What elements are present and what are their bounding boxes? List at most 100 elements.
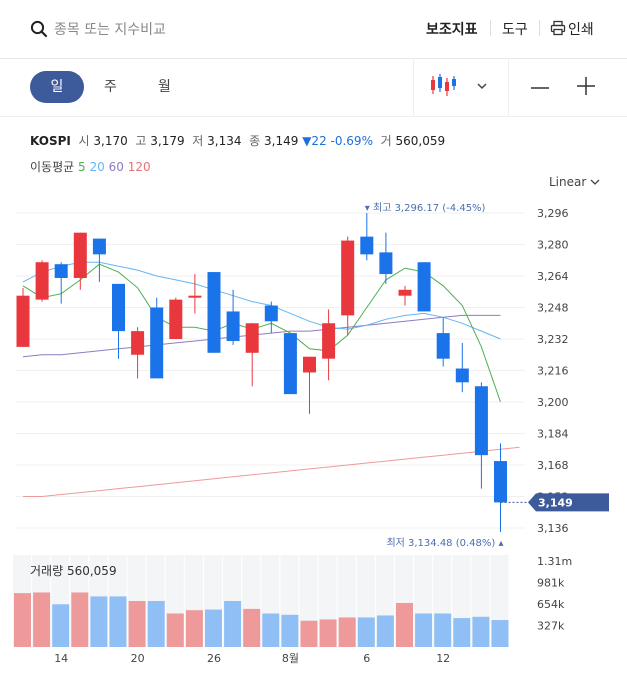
candle-body [341,240,355,316]
volume-bar [376,615,394,647]
close-label: 종 [249,134,261,148]
open-label: 시 [78,134,90,148]
volume-bar [415,613,433,647]
candle-body [207,272,221,353]
candle-body [283,333,297,395]
change-value: ▼22 -0.69% [302,134,373,148]
candle-body [264,305,278,322]
ma20-legend: 20 [89,160,105,174]
volume-bar [338,617,356,647]
ma-legend-label: 이동평균 [30,160,75,174]
period-toolbar [0,58,627,117]
index-name: KOSPI [30,134,71,148]
volume-bar [396,602,413,647]
volume-title: 거래량 560,059 [30,564,117,578]
moving-average-legend[interactable]: 이동평균 5 20 60 120 [30,158,151,175]
top-toolbar [0,0,627,59]
volume-bar [262,613,280,647]
zoom-in-icon[interactable] [576,76,596,100]
candle-body [494,461,507,503]
tab-day[interactable]: 일 [30,71,84,103]
high-annotation: ▾ 최고 3,296.17 (-4.45%) [365,202,486,214]
volume-bar [205,609,222,647]
volume-tick-label: 981k [537,577,565,590]
toolbar-divider [508,58,509,116]
axis-labels: 3,296 3,280 3,264 3,248 3,232 3,216 3,200 3,184… [54,202,609,665]
candle-body [150,307,164,379]
tab-month[interactable]: 월 [158,79,171,95]
volume-title-value: 560,059 [67,564,117,578]
volume-bar [33,592,51,647]
ma20-line [22,261,501,340]
candle-body [73,232,87,278]
candle-body [35,262,49,300]
print-button[interactable]: 인쇄 [568,22,594,38]
candle-body [360,236,374,255]
candle-body [322,323,336,359]
y-tick-label: 3,184 [537,428,569,441]
volume-bar [224,601,242,647]
indicator-button[interactable]: 보조지표 [426,22,478,38]
volume-bar [52,604,70,647]
candles [16,213,507,532]
volume-bar [434,613,452,647]
ma60-legend: 60 [108,160,124,174]
candlestick-type-icon[interactable] [430,74,456,100]
tab-week[interactable]: 주 [104,79,117,95]
y-tick-label: 3,136 [537,522,569,535]
y-tick-label: 3,200 [537,396,569,409]
printer-icon[interactable] [550,20,566,40]
y-tick-label: 3,248 [537,302,569,315]
search-input[interactable]: 종목 또는 지수비교 [54,22,166,38]
moving-average-lines [22,261,520,497]
low-value: 3,134 [207,134,242,148]
volume-bar [166,613,184,647]
y-tick-label: 3,232 [537,333,569,346]
price-grid [16,212,525,529]
volume-bar [453,618,471,647]
quote-summary: KOSPI 시 3,170 고 3,179 저 3,134 종 3,149 ▼2… [30,132,445,149]
candle-body [226,311,240,341]
scale-selector[interactable]: Linear [549,175,600,189]
volume-bars [13,555,509,647]
volume-bar [185,610,203,647]
volume-label: 거 [380,134,392,148]
candle-body [169,299,183,339]
volume-bar [281,614,299,647]
candle-body [131,331,145,355]
volume-title-label: 거래량 [30,564,63,578]
candle-body [245,323,259,353]
chevron-down-icon [590,179,600,185]
candle-body [436,333,450,359]
candle-body [455,368,469,383]
toolbar-divider [490,20,491,36]
candle-body [112,283,125,332]
search-icon[interactable] [30,20,48,42]
ma120-line [23,446,520,497]
tools-button[interactable]: 도구 [502,22,528,38]
y-tick-label: 3,168 [537,459,569,472]
volume-bar [472,616,490,647]
volume-value: 560,059 [395,134,446,148]
zoom-out-icon[interactable] [530,78,550,97]
volume-bar [357,617,375,647]
candle-body [417,262,431,312]
ma120-legend: 120 [127,160,151,174]
close-value: 3,149 [264,134,299,148]
scale-label: Linear [549,175,587,189]
x-tick-label: 20 [131,652,145,665]
volume-bar [243,608,261,647]
current-price-tag [528,493,609,512]
x-tick-label: 26 [207,652,221,665]
candle-body [188,295,202,298]
candle-body [92,238,106,255]
volume-bar [147,601,165,647]
y-tick-label: 3,280 [537,239,569,252]
x-tick-label: 12 [436,652,450,665]
chevron-down-icon[interactable] [476,76,488,95]
volume-tick-label: 327k [537,620,565,633]
volume-bar [14,593,31,647]
low-label: 저 [192,134,204,148]
toolbar-divider [539,20,540,36]
